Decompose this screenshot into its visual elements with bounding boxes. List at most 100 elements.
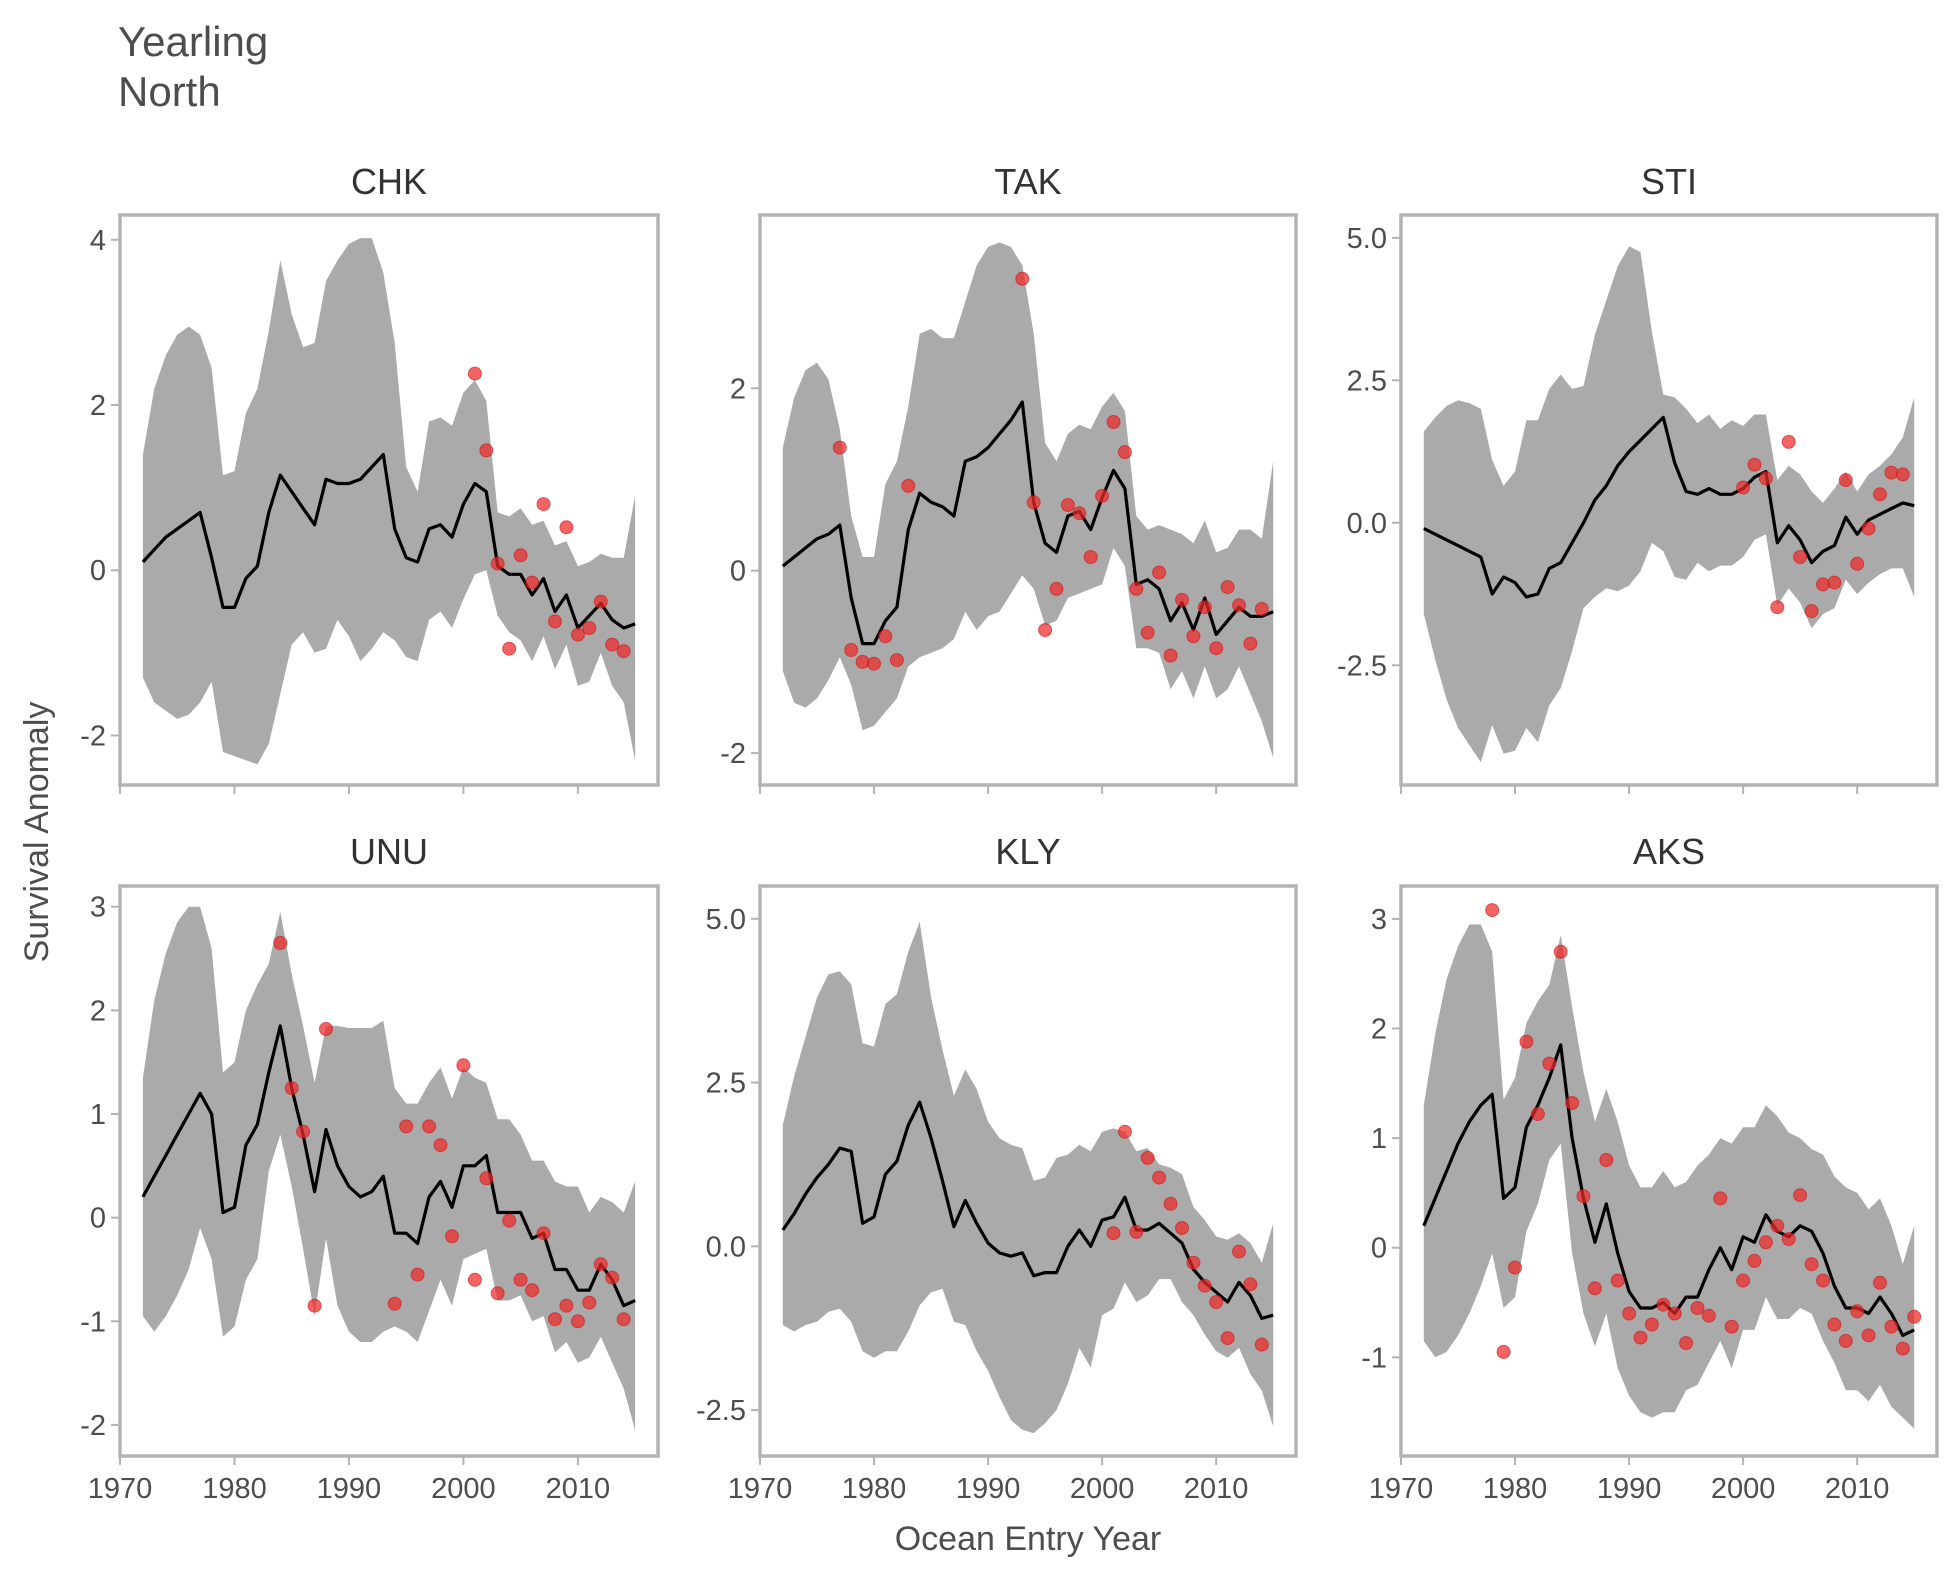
observed-point [1175, 1221, 1189, 1235]
observed-point [1781, 434, 1796, 449]
observed-point [1530, 1107, 1545, 1121]
observed-point [1713, 1191, 1728, 1206]
observed-point [1152, 565, 1167, 580]
observed-point [1827, 575, 1842, 590]
observed-point [1129, 581, 1144, 596]
observed-point [456, 1058, 471, 1073]
observed-point [1243, 636, 1258, 651]
observed-point [1163, 1196, 1178, 1211]
observed-point [1232, 1244, 1246, 1259]
observed-point [1770, 1218, 1785, 1233]
y-tick-label: 2 [1371, 1014, 1387, 1046]
panel-title: CHK [351, 161, 427, 202]
observed-point [1747, 457, 1762, 472]
observed-point [1038, 623, 1053, 637]
observed-point [410, 1267, 425, 1282]
observed-point [1117, 445, 1132, 460]
observed-point [1667, 1306, 1682, 1321]
x-tick-label: 2000 [431, 1473, 496, 1505]
observed-point [1015, 271, 1030, 286]
observed-point [296, 1124, 311, 1139]
observed-point [1622, 1306, 1637, 1321]
x-tick-label: 1980 [1483, 1473, 1548, 1505]
observed-point [525, 1283, 540, 1298]
observed-point [445, 1229, 459, 1244]
observed-point [399, 1119, 414, 1134]
observed-point [901, 478, 916, 493]
observed-point [1701, 1308, 1716, 1323]
observed-point [536, 1226, 551, 1241]
y-tick-label: 2 [90, 995, 106, 1027]
observed-point [1850, 556, 1865, 571]
observed-point [422, 1119, 437, 1134]
observed-point [1106, 1226, 1121, 1241]
observed-point [1816, 1273, 1830, 1288]
x-tick-label: 1980 [202, 1473, 267, 1505]
observed-point [1770, 600, 1785, 615]
observed-point [1793, 1188, 1808, 1203]
observed-point [1827, 1317, 1842, 1332]
y-tick-label: 3 [1371, 904, 1387, 936]
mean-line [141, 453, 636, 630]
observed-point [548, 614, 562, 629]
observed-point [1895, 1341, 1910, 1356]
x-tick-label: 1990 [1597, 1473, 1662, 1505]
y-tick-label: 0.0 [706, 1231, 746, 1263]
observed-point [1197, 600, 1212, 615]
confidence-band [1423, 246, 1915, 763]
x-axis-title: Ocean Entry Year [895, 1520, 1162, 1558]
y-tick-label: 0 [90, 555, 106, 587]
observed-point [1873, 1275, 1887, 1290]
observed-point [1861, 1328, 1876, 1343]
x-tick-label: 2010 [1825, 1473, 1890, 1505]
panel-border [1399, 213, 1939, 787]
observed-point [467, 366, 482, 381]
mean-line [1423, 415, 1915, 599]
observed-point [1633, 1330, 1648, 1345]
observed-point [593, 1257, 608, 1272]
observed-point [605, 1270, 620, 1285]
y-tick-label: 2.5 [706, 1068, 746, 1100]
observed-point [284, 1081, 299, 1096]
observed-point [1209, 1295, 1224, 1309]
panel-title: KLY [995, 831, 1060, 872]
y-tick-label: 0.0 [1347, 508, 1387, 540]
observed-point [1508, 1260, 1522, 1275]
observed-point [1152, 1170, 1167, 1185]
x-tick-label: 1990 [956, 1473, 1021, 1505]
x-tick-label: 2010 [1184, 1473, 1249, 1505]
figure-title-line-1: Yearling [118, 18, 268, 65]
observed-point [1220, 1331, 1235, 1346]
observed-point [1232, 598, 1246, 613]
panel-title: UNU [350, 831, 428, 872]
observed-point [582, 1295, 597, 1310]
observed-point [582, 621, 597, 635]
observed-point [1083, 550, 1098, 564]
y-tick-label: -2 [80, 720, 106, 752]
panel-sti: STI -2.5 0.0 2.5 5.0 [1337, 161, 1939, 794]
observed-point [433, 1138, 448, 1153]
panel-chk: CHK -2 0 2 4 [80, 161, 660, 794]
panels: CHK -2 0 2 4 TAK -2 0 2 STI -2.5 0.0 2.5 5.0 UNU -2 -1 0 1… [80, 161, 1939, 1505]
observed-point [1254, 602, 1269, 616]
observed-point [1026, 495, 1041, 510]
y-tick-label: -2.5 [696, 1395, 746, 1427]
y-tick-label: 0 [90, 1203, 106, 1235]
panel-title: TAK [994, 161, 1061, 202]
observed-point [559, 520, 574, 535]
observed-point [1793, 550, 1808, 564]
observed-point [307, 1298, 322, 1313]
observed-point [1485, 903, 1500, 918]
y-tick-label: 5.0 [1347, 223, 1387, 255]
observed-point [1140, 625, 1155, 640]
y-tick-label: -1 [1361, 1342, 1387, 1374]
observed-point [548, 1312, 562, 1327]
observed-point [1519, 1034, 1534, 1049]
observed-point [559, 1298, 574, 1313]
observed-point [502, 641, 517, 656]
observed-point [479, 1171, 494, 1186]
panel-border [758, 884, 1298, 1458]
observed-point [502, 1213, 517, 1228]
observed-point [1060, 498, 1075, 512]
